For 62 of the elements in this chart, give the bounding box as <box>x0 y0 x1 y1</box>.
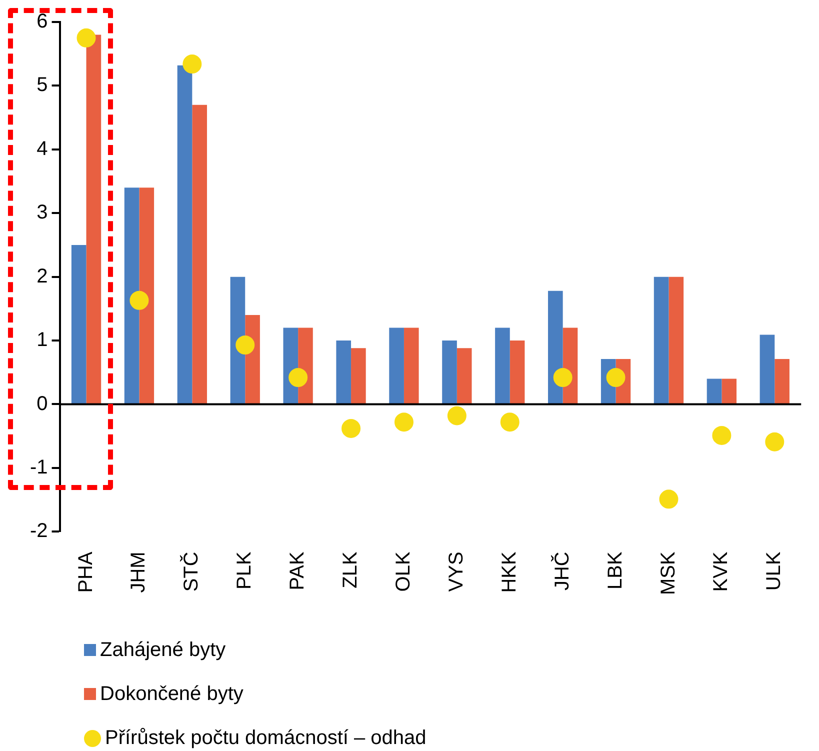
x-tick-label: LBK <box>604 551 626 590</box>
point <box>236 335 255 354</box>
x-tick-label: STČ <box>180 552 203 592</box>
x-tick-label: VYS <box>445 552 468 592</box>
bar <box>404 328 419 404</box>
bar <box>442 340 457 404</box>
x-tick-label: PAK <box>286 551 309 590</box>
bar <box>456 348 472 404</box>
bar <box>389 328 404 404</box>
point <box>130 290 149 310</box>
x-tick-label: PLK <box>234 551 256 590</box>
y-tick-label: -1 <box>30 456 48 478</box>
point <box>288 368 308 387</box>
bar <box>654 276 669 404</box>
point <box>553 368 572 387</box>
point <box>447 406 466 426</box>
x-tick-label: HKK <box>498 551 520 593</box>
bar <box>139 188 154 404</box>
legend-label: Dokončené byty <box>100 682 244 706</box>
bar <box>722 378 737 404</box>
x-tick-label: PHA <box>74 551 97 593</box>
y-tick-label: 4 <box>36 138 48 160</box>
point <box>76 28 96 48</box>
point <box>712 426 732 445</box>
x-tick-label: ZLK <box>340 551 362 588</box>
y-tick-label: 5 <box>36 74 48 96</box>
y-tick-label: 2 <box>36 265 48 288</box>
point <box>182 54 202 74</box>
point <box>500 412 520 432</box>
bar <box>192 104 207 404</box>
y-tick-label: -2 <box>30 520 48 542</box>
legend-label: Zahájené byty <box>100 638 226 662</box>
point <box>606 368 626 387</box>
bar <box>177 65 192 404</box>
legend-label: Přírůstek počtu domácností – odhad <box>105 726 426 750</box>
x-tick-label: JHM <box>128 552 150 593</box>
bar <box>351 348 366 404</box>
y-tick-label: 1 <box>36 329 48 352</box>
point <box>394 412 414 432</box>
bar <box>760 334 775 404</box>
bar <box>336 340 352 404</box>
x-tick-label: OLK <box>392 551 414 592</box>
point <box>765 432 784 452</box>
point <box>659 490 678 509</box>
x-tick-label: ULK <box>763 551 786 591</box>
bar <box>548 290 563 404</box>
bar <box>86 34 102 404</box>
y-tick-label: 0 <box>36 392 48 415</box>
bar <box>668 276 684 404</box>
bar <box>495 328 510 404</box>
bar <box>71 244 86 404</box>
y-tick-label: 3 <box>36 202 48 224</box>
bar <box>124 188 140 404</box>
bar <box>510 340 525 404</box>
bar <box>774 359 790 404</box>
bar <box>230 276 246 404</box>
x-tick-label: MSK <box>657 551 680 596</box>
x-tick-label: JHČ <box>550 552 574 591</box>
x-tick-label: KVK <box>710 551 732 592</box>
y-tick-label: 6 <box>36 10 48 33</box>
bar <box>706 378 722 404</box>
point <box>342 418 361 438</box>
